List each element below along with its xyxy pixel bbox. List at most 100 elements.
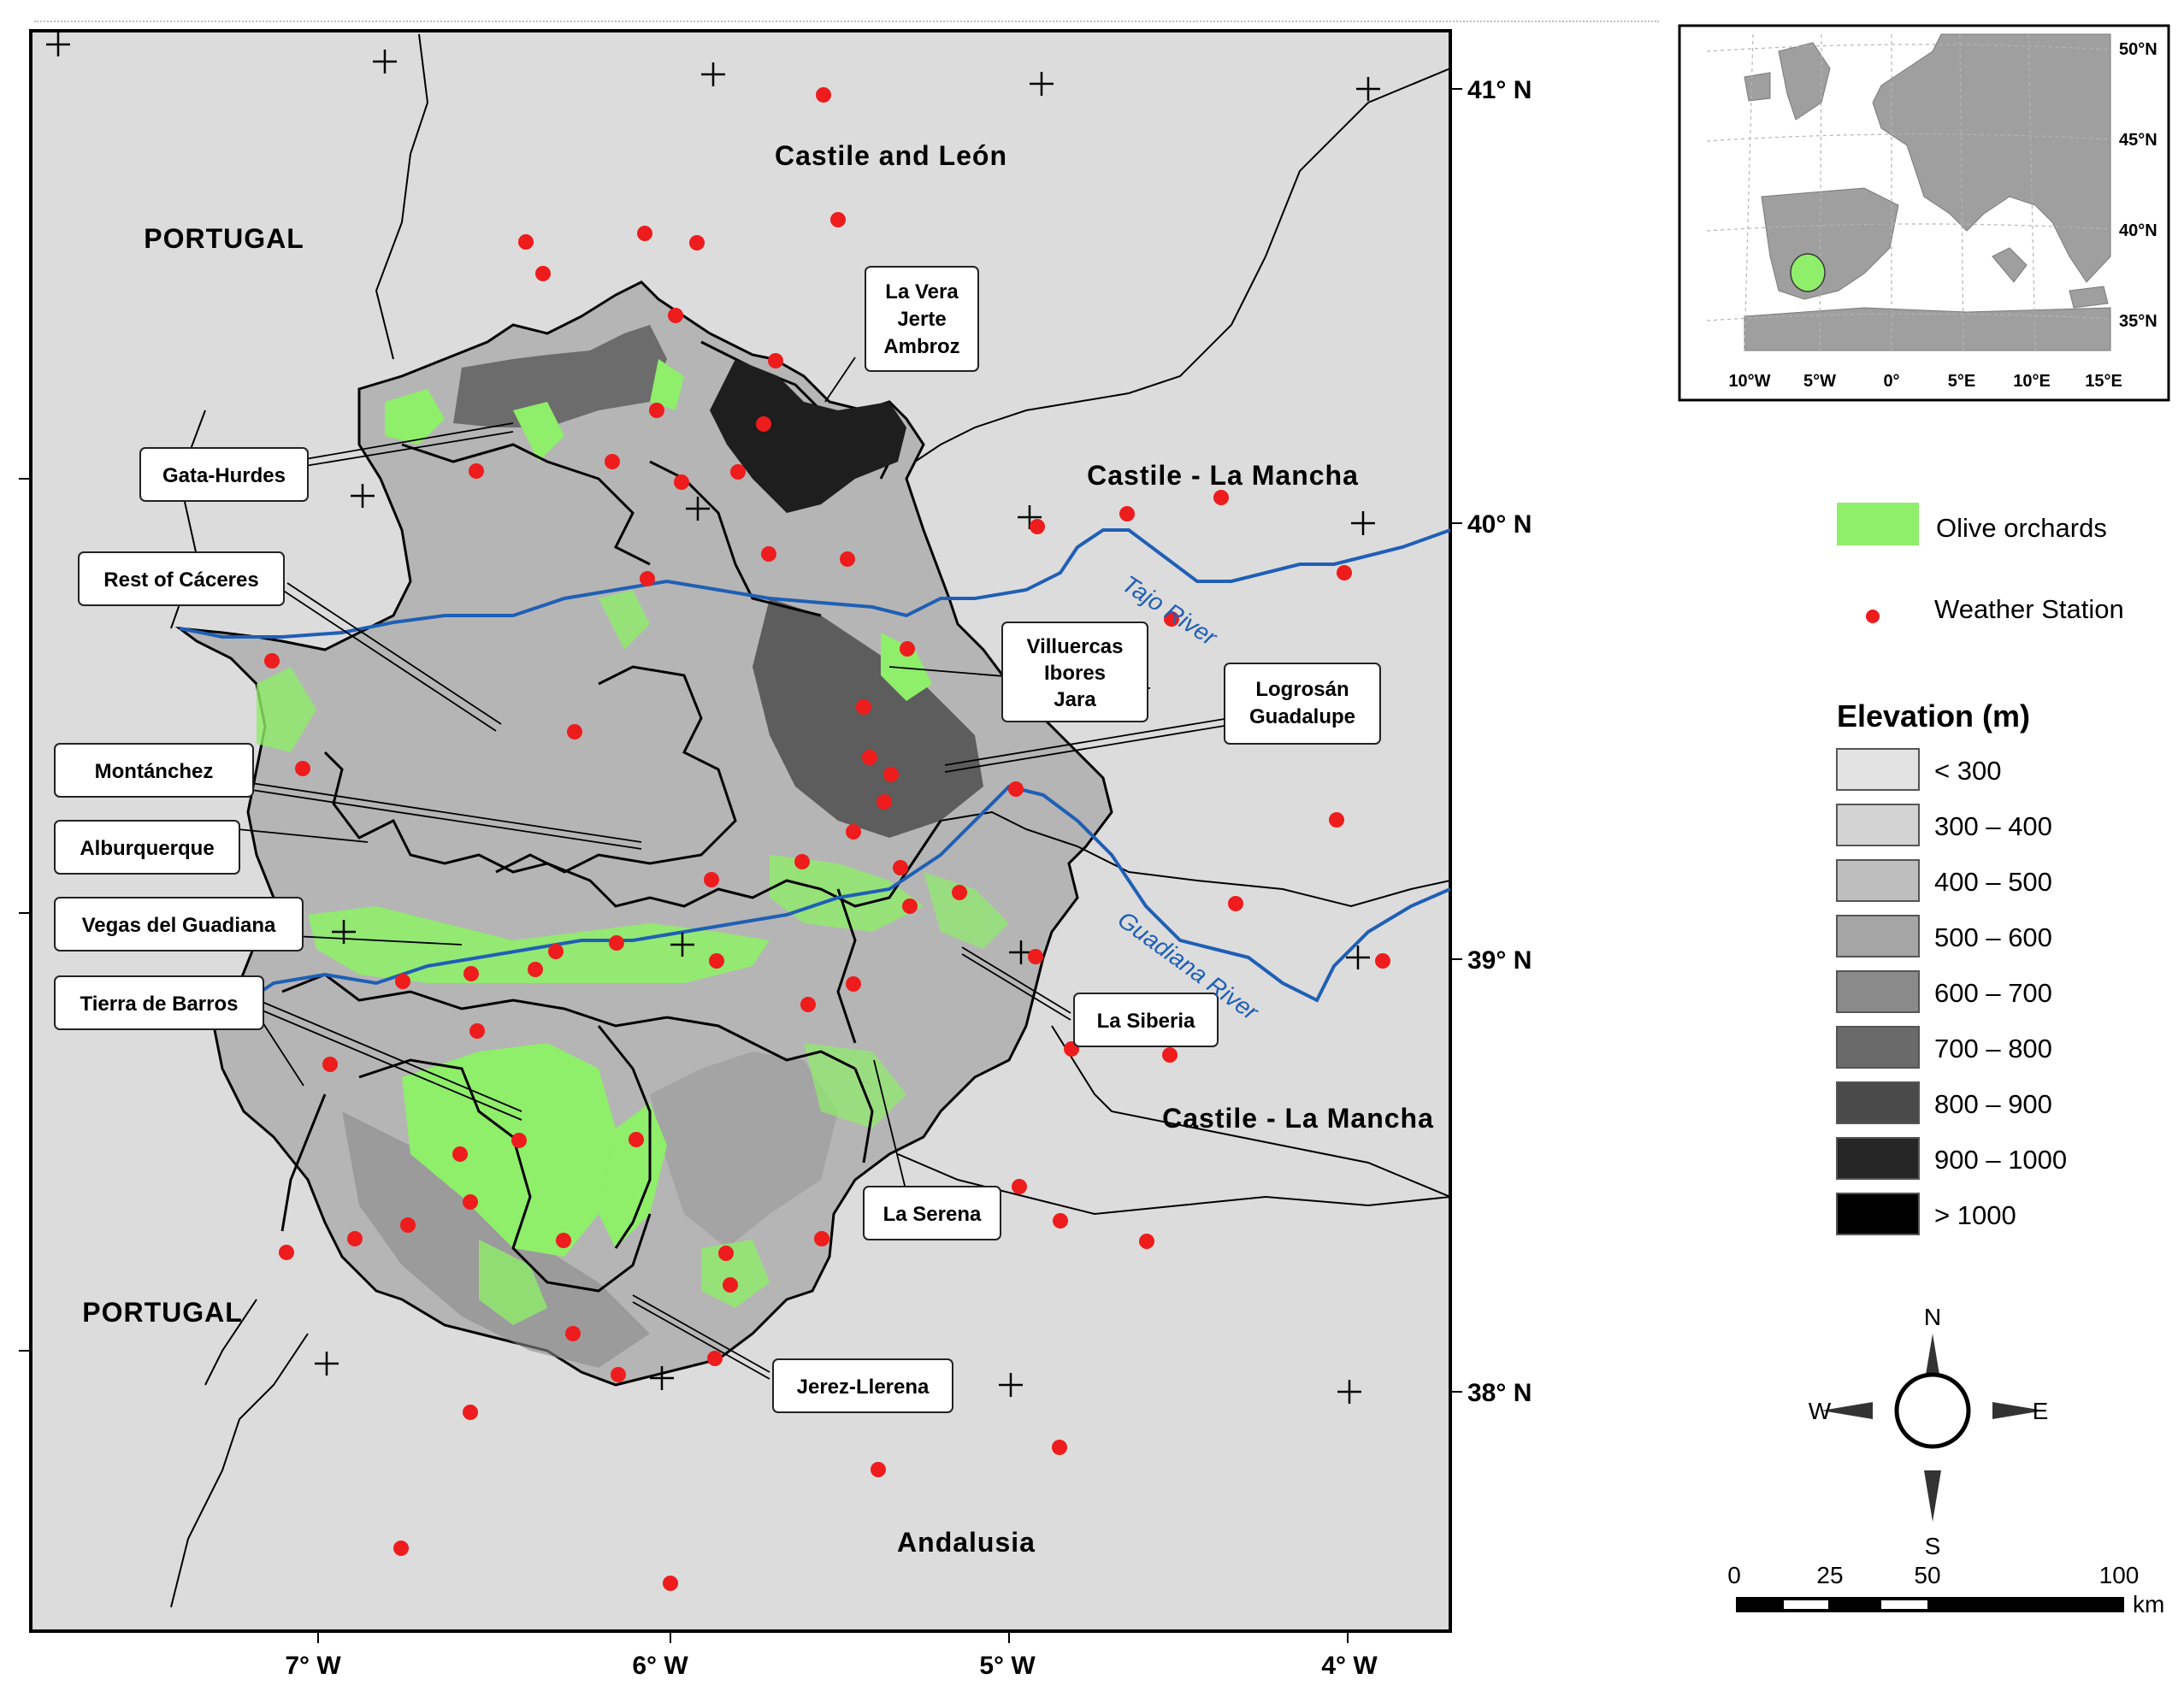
inset-map: 50°N 45°N 40°N 35°N 10°W 5°W 0° 5°E 10°E… [1678,24,2170,402]
weather-station [1052,1440,1067,1455]
scale-tick-25: 25 [1816,1562,1843,1588]
weather-station [1164,611,1179,627]
tajo-river-line [179,528,1450,639]
weather-station [689,235,705,250]
callout-la-siberia: La Siberia [1073,993,1219,1047]
weather-station [640,571,655,586]
scale-unit-label: km [2133,1591,2164,1617]
elevation-swatch [1836,970,1920,1013]
label-portugal-north: PORTUGAL [144,223,304,254]
legend-station-label: Weather Station [1934,594,2124,624]
weather-station [264,653,280,669]
scale-bar-gap-2 [1881,1600,1927,1609]
weather-station [279,1245,294,1260]
compass-n-label: N [1924,1304,1941,1330]
compass-needle-east [1992,1402,2044,1419]
legend-elevation-title: Elevation (m) [1837,698,2030,734]
inset-lon-0: 0° [1883,372,1899,391]
compass-needle-south [1924,1470,1941,1522]
scale-tick-50: 50 [1914,1562,1940,1588]
gredos-mountains [710,359,906,513]
callout-montanchez-label: Montánchez [95,760,214,783]
callout-la-vera-line3: Ambroz [883,335,959,358]
weather-station [605,454,620,469]
weather-station [718,1246,734,1261]
callout-alburquerque-label: Alburquerque [80,837,214,860]
callout-tierra-barros-label: Tierra de Barros [80,993,239,1016]
weather-station [668,308,683,323]
elevation-swatch [1836,1137,1920,1180]
label-castile-la-mancha-south: Castile - La Mancha [1162,1103,1434,1134]
weather-station [1337,565,1352,580]
callout-alburquerque: Alburquerque [54,820,240,875]
elevation-class-label: 700 – 800 [1934,1034,2052,1063]
callout-la-vera: La Vera Jerte Ambroz [865,266,979,372]
weather-station [730,464,746,480]
scale-tick-0: 0 [1727,1562,1741,1588]
legend: Olive orchards Weather Station Elevation… [1836,503,2124,1235]
lon-label-5w: 5° W [979,1652,1036,1680]
callout-jerez-llerena: Jerez-Llerena [772,1358,953,1413]
inset-graticule [1706,33,2111,351]
weather-station [674,474,689,490]
weather-station [768,353,783,368]
elevation-swatch [1836,1193,1920,1235]
weather-station [548,944,564,959]
callout-logrosan-line2: Guadalupe [1249,705,1355,728]
weather-station [794,854,810,869]
callout-rest-caceres: Rest of Cáceres [78,551,285,606]
weather-station [816,87,831,103]
callout-gata-hurdes-label: Gata-Hurdes [162,464,286,487]
weather-station [528,962,543,977]
southern-hills [342,1111,650,1368]
weather-stations [264,87,1390,1591]
callout-jerez-llerena-label: Jerez-Llerena [797,1376,930,1399]
weather-station [567,724,582,739]
lat-label-41: 41° N [1467,76,1532,104]
weather-station [877,794,892,810]
guadiana-river-line [221,784,1450,1019]
scale-bar-base [1736,1597,2124,1612]
region-labels: Castile and León PORTUGAL Castile - La M… [82,140,1434,1558]
weather-station [535,266,551,281]
compass-w-label: W [1809,1398,1832,1424]
weather-station [611,1367,626,1382]
weather-station [1028,949,1043,964]
weather-station [1162,1047,1178,1063]
lat-label-39: 39° N [1467,946,1532,975]
weather-station [723,1277,738,1293]
elevation-swatch [1836,1081,1920,1124]
top-dotted-rule [34,21,1659,22]
elevation-swatch [1836,859,1920,902]
weather-station [637,226,652,241]
weather-station [565,1326,581,1341]
weather-station [452,1146,468,1162]
callout-boxes: La Vera Jerte Ambroz Gata-Hurdes Rest of… [54,266,1381,1413]
scale-bar-ticks: 0 25 50 100 [1727,1562,2139,1588]
weather-station [629,1132,644,1147]
weather-station [1053,1213,1068,1228]
scale-bar-gap-1 [1784,1600,1828,1609]
comarca-boundaries [280,443,942,1293]
grid-crosses [46,32,1380,1404]
callout-la-siberia-label: La Siberia [1097,1010,1195,1033]
elevation-class-label: 600 – 700 [1934,978,2052,1008]
central-hills [650,1052,838,1248]
elevation-swatch [1836,915,1920,957]
label-portugal-south: PORTUGAL [82,1297,243,1328]
weather-station [295,761,310,776]
elevation-class-label: 900 – 1000 [1934,1145,2067,1175]
lon-label-4w: 4° W [1321,1652,1378,1680]
callout-la-vera-line1: La Vera [885,280,959,303]
weather-station [347,1231,363,1246]
weather-station [704,872,719,887]
lat-label-40: 40° N [1467,510,1532,539]
label-andalusia: Andalusia [897,1527,1036,1558]
elevation-class-label: 300 – 400 [1934,811,2052,841]
inset-lon-labels: 10°W 5°W 0° 5°E 10°E 15°E [1728,372,2122,391]
callout-montanchez: Montánchez [54,743,254,798]
inset-lat-35: 35°N [2119,312,2157,331]
weather-station [469,1023,485,1039]
inset-lat-50: 50°N [2119,40,2157,59]
